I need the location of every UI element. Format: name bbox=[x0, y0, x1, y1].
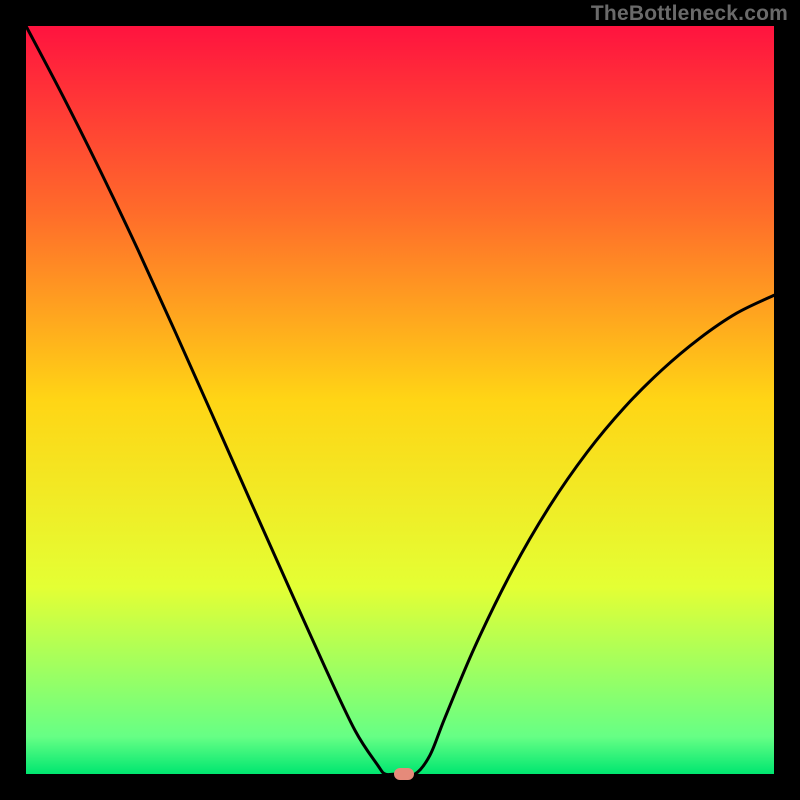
bottleneck-curve bbox=[26, 26, 774, 774]
plot-area bbox=[26, 26, 774, 774]
watermark-text: TheBottleneck.com bbox=[591, 2, 788, 26]
sweet-spot-marker bbox=[394, 768, 414, 780]
chart-container: TheBottleneck.com bbox=[0, 0, 800, 800]
